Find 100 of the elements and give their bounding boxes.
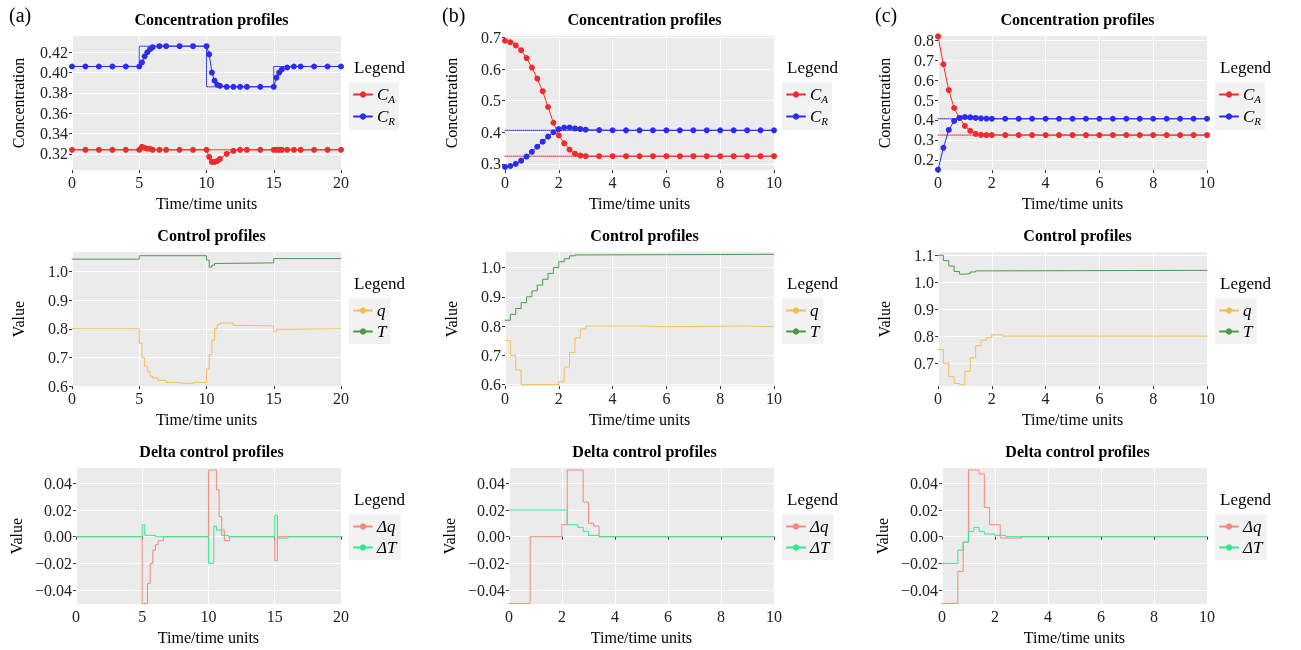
point <box>988 132 995 139</box>
legend-label: Δq <box>376 517 396 536</box>
x-tick-label: 10 <box>200 607 217 625</box>
x-tick-label: 0 <box>68 173 76 191</box>
x-tick-label: 10 <box>766 389 782 407</box>
point <box>528 64 535 71</box>
y-tick-label: 0.8 <box>914 327 934 345</box>
x-tick-label: 10 <box>1199 173 1215 191</box>
y-tick-label: 0.02 <box>43 501 72 519</box>
x-tick-label: 0 <box>504 607 513 625</box>
point <box>609 153 616 160</box>
x-tick-label: 2 <box>554 173 563 191</box>
x-tick-label: 10 <box>1199 607 1215 625</box>
x-tick-label: 8 <box>716 389 725 407</box>
point <box>502 37 508 44</box>
point <box>961 122 968 129</box>
point <box>945 87 952 94</box>
point <box>703 127 710 134</box>
y-tick-label: 1.0 <box>481 259 501 277</box>
chart-title: Control profiles <box>157 226 266 245</box>
x-tick-label: 6 <box>1095 173 1104 191</box>
point <box>935 33 941 40</box>
point <box>539 88 546 95</box>
point <box>596 153 603 160</box>
point <box>1150 132 1157 139</box>
point <box>512 160 519 167</box>
point <box>523 153 530 160</box>
point <box>676 153 683 160</box>
point <box>138 59 145 66</box>
point <box>1015 115 1022 122</box>
point <box>257 146 264 153</box>
point <box>1163 115 1170 122</box>
y-tick-label: 0.7 <box>481 346 501 364</box>
point <box>163 43 170 50</box>
point <box>582 153 589 160</box>
y-tick-label: 0.02 <box>909 501 938 519</box>
point <box>1109 115 1116 122</box>
y-tick-label: −0.04 <box>34 581 72 599</box>
x-tick-label: 5 <box>138 607 147 625</box>
x-tick-label: 15 <box>265 173 282 191</box>
y-tick-label: −0.04 <box>467 581 505 599</box>
point <box>545 104 552 110</box>
y-tick-label: −0.02 <box>900 554 938 572</box>
x-tick-label: 15 <box>265 389 282 407</box>
y-tick-label: 0.6 <box>914 71 934 89</box>
y-tick-label: 0.4 <box>481 123 501 141</box>
point <box>206 153 213 160</box>
x-tick-label: 8 <box>1149 173 1158 191</box>
point <box>237 83 244 90</box>
y-tick-label: 1.0 <box>48 262 68 280</box>
point <box>163 146 170 153</box>
point <box>1069 132 1076 139</box>
point <box>663 127 670 134</box>
point <box>507 39 514 46</box>
point <box>122 63 129 70</box>
y-tick-label: 0.00 <box>909 528 938 546</box>
point <box>69 63 75 70</box>
point <box>203 146 210 153</box>
point <box>290 146 297 153</box>
point <box>284 146 291 153</box>
point <box>273 74 280 81</box>
point <box>550 119 557 126</box>
point <box>623 127 630 134</box>
point <box>730 153 737 160</box>
x-tick-label: 8 <box>716 607 725 625</box>
y-tick-label: 0.7 <box>48 348 68 366</box>
x-tick-label: 0 <box>501 389 509 407</box>
point <box>156 43 163 50</box>
y-tick-label: 0.4 <box>914 111 934 129</box>
y-tick-label: 0.6 <box>48 377 68 395</box>
x-axis-title: Time/time units <box>588 410 691 428</box>
point <box>703 153 710 160</box>
point <box>502 163 508 170</box>
point <box>528 148 535 155</box>
point <box>190 146 197 153</box>
x-tick-label: 2 <box>557 607 566 625</box>
y-tick-label: 0.04 <box>476 474 505 492</box>
y-tick-label: 0.38 <box>40 84 68 102</box>
point <box>208 69 215 76</box>
text: (a) <box>9 4 32 27</box>
point <box>967 114 974 121</box>
x-axis-title: Time/time units <box>1021 410 1124 428</box>
legend-title: Legend <box>354 274 406 293</box>
legend-label: T <box>1243 322 1254 341</box>
x-tick-label: 4 <box>1041 389 1050 407</box>
point <box>566 146 573 153</box>
point <box>596 127 603 134</box>
point <box>1136 132 1143 139</box>
point <box>1123 115 1130 122</box>
point <box>156 146 163 153</box>
y-tick-label: 1.0 <box>914 273 934 291</box>
point <box>577 126 584 133</box>
point <box>972 130 979 137</box>
point <box>967 127 974 134</box>
point <box>571 125 578 132</box>
point <box>338 146 344 153</box>
y-tick-label: 0.9 <box>481 288 501 306</box>
text: (b) <box>442 4 466 27</box>
y-tick-label: 0.8 <box>481 317 501 335</box>
point <box>1123 132 1130 139</box>
